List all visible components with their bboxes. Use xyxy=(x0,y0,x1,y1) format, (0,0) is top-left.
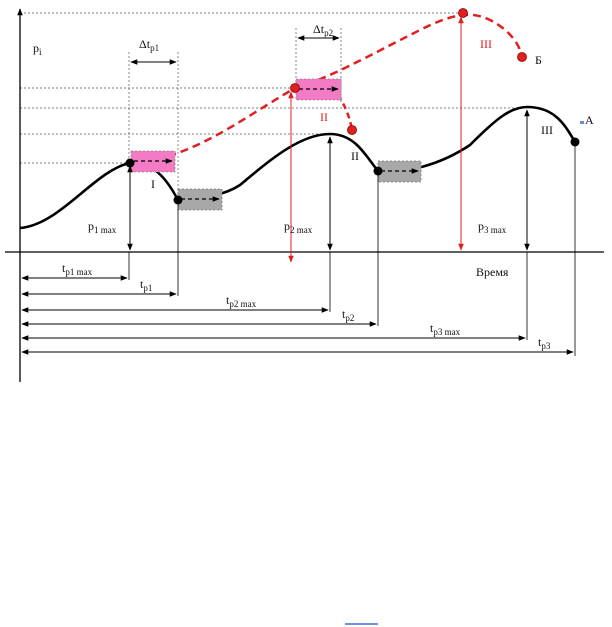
label-p3max: p3 max xyxy=(478,219,507,235)
reference-lines xyxy=(20,12,525,200)
label-curve-a: А xyxy=(585,113,594,127)
label-dt1: Δtp1 xyxy=(139,37,159,53)
label-tp2max: tp2 max xyxy=(226,293,257,309)
point-a1-peak xyxy=(125,158,135,168)
box-arrows xyxy=(134,86,419,202)
x-axis-label: Время xyxy=(476,265,509,279)
label-tp3max: tp3 max xyxy=(430,321,461,337)
label-p1max: p1 max xyxy=(88,219,117,235)
curve-a xyxy=(19,105,577,230)
label-tp2: tp2 xyxy=(342,307,354,323)
grey-box-1 xyxy=(177,188,223,211)
y-axis-label: pi xyxy=(33,41,42,57)
point-b-drop-end xyxy=(347,125,357,135)
label-dt2: Δtp2 xyxy=(313,22,333,38)
label-tp1max: tp1 max xyxy=(62,261,93,277)
pink-box-1 xyxy=(130,150,176,173)
label-a-segment-1: I xyxy=(151,177,155,191)
point-b-end xyxy=(517,52,527,62)
label-b-segment-3: III xyxy=(480,37,492,51)
curve-a-marker xyxy=(580,121,584,124)
curve-b-drop xyxy=(336,94,354,131)
label-p2max: p2 max xyxy=(284,219,313,235)
point-b-peak-2 xyxy=(290,83,300,93)
time-arrows xyxy=(21,275,574,355)
label-b-segment-2: II xyxy=(320,110,328,124)
label-tp3: tp3 xyxy=(538,335,551,351)
curve-b xyxy=(129,13,524,165)
label-tp1: tp1 xyxy=(140,277,152,293)
point-b-peak-3 xyxy=(458,8,468,18)
label-a-segment-2: II xyxy=(351,149,359,163)
label-curve-b: Б xyxy=(535,53,542,67)
label-a-segment-3: III xyxy=(541,123,553,137)
time-drop-lines xyxy=(128,142,576,356)
